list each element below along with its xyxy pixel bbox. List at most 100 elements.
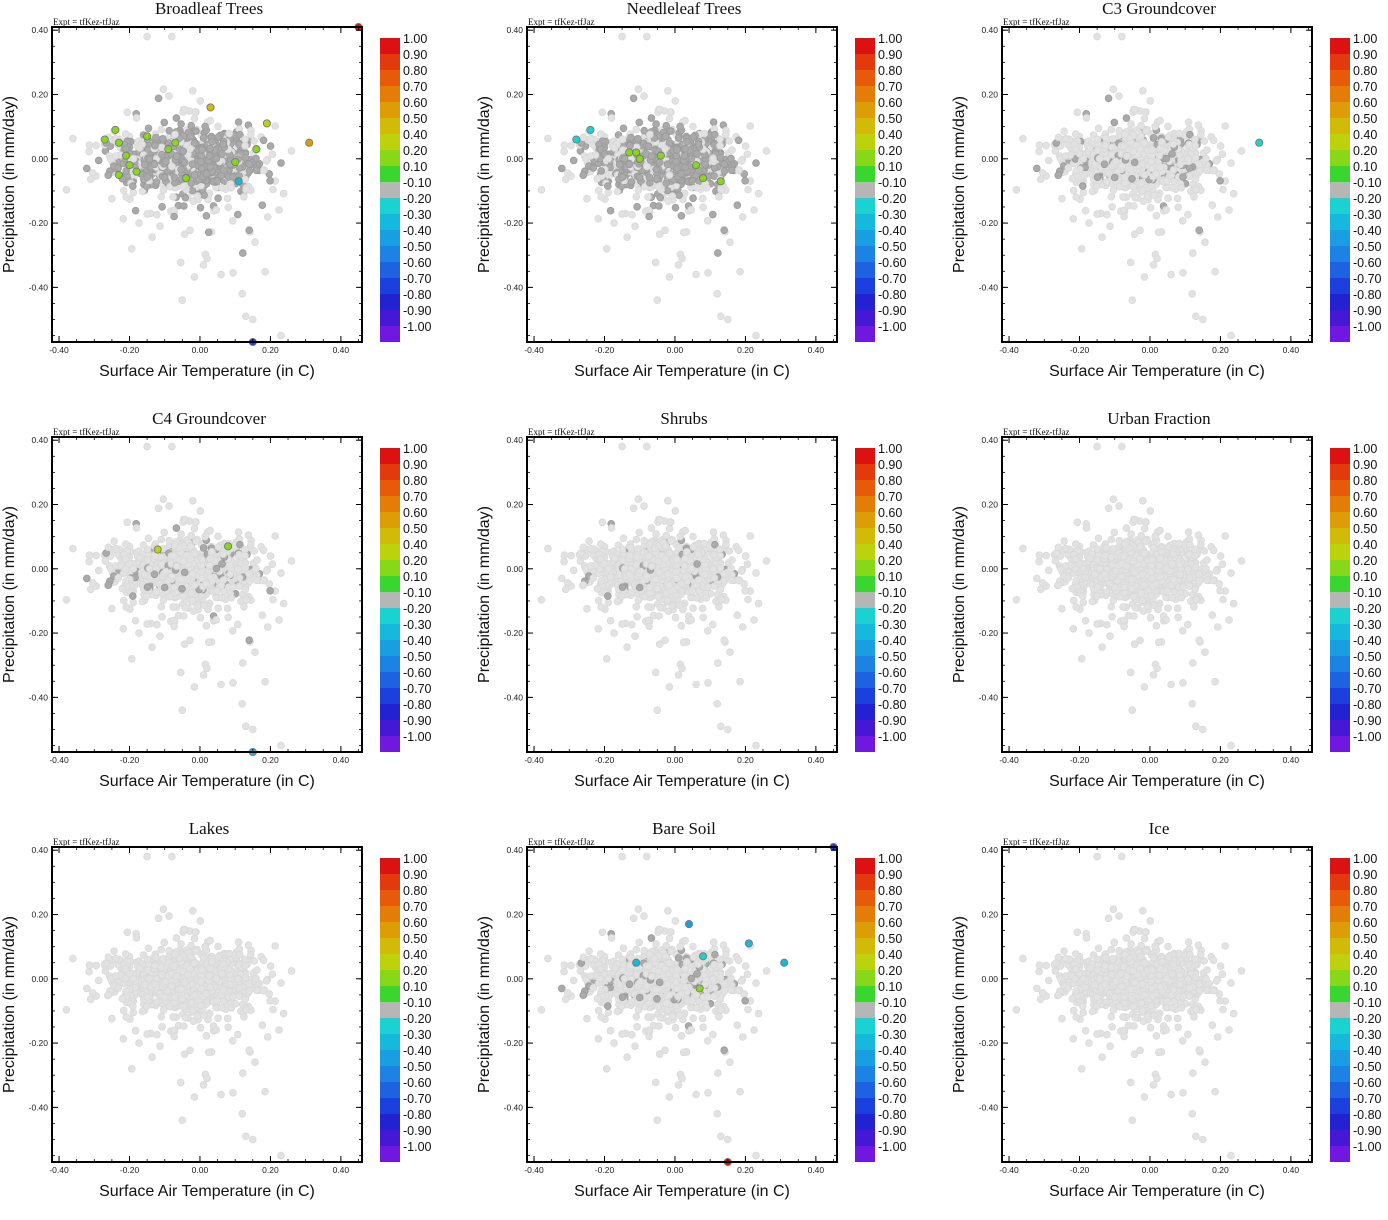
colorbar-label: -0.10 [1353,176,1382,190]
data-point [1115,126,1124,135]
data-point [168,162,176,171]
data-point [251,238,259,247]
data-point [92,141,100,150]
data-point [94,566,103,575]
data-point [1150,191,1158,200]
data-point [1167,270,1175,279]
data-point [181,105,189,114]
data-point [741,177,749,185]
colorbar-swatch [380,512,400,528]
data-point [242,312,250,321]
data-point [664,197,673,206]
data-point [225,129,234,138]
colorbar-label: -1.00 [403,320,432,334]
data-point [1175,129,1184,138]
data-point [1129,182,1138,191]
data-point [1191,142,1199,150]
colorbar: 1.000.900.800.700.600.500.400.200.10-0.1… [380,442,432,752]
data-point [1168,183,1176,192]
data-point [129,182,137,190]
data-point [219,140,228,148]
highlighted-point [121,151,131,160]
data-point [567,141,575,150]
colorbar-label: -0.70 [878,272,907,286]
colorbar-label: 1.00 [878,32,902,46]
data-point [242,722,250,731]
data-point [738,213,747,221]
data-point [166,182,174,191]
data-point [1191,175,1200,184]
colorbar-swatch [855,310,875,326]
data-point [1110,118,1119,127]
data-point [218,593,226,602]
data-point [252,576,261,585]
data-point [238,699,247,708]
data-point [579,171,588,179]
x-tick-label: 0.20 [1212,345,1229,355]
data-point [1012,186,1021,194]
data-point [1120,173,1129,182]
data-point [645,212,653,221]
data-point [664,87,672,95]
data-point [187,179,196,188]
data-point [191,518,200,526]
experiment-label: Expt = tfKez-tfJaz [528,17,595,27]
data-point [700,129,709,138]
colorbar-label: -0.80 [1353,288,1382,302]
data-point [178,706,187,715]
data-point [129,598,138,607]
colorbar-swatch [855,294,875,310]
data-point [181,193,190,202]
data-point [604,154,613,163]
data-point [111,562,120,570]
data-point [620,154,629,163]
data-point [1107,143,1116,152]
highlighted-point [171,138,180,147]
colorbar-label: -0.50 [403,240,432,254]
data-point [187,121,196,130]
colorbar-swatch [1330,310,1350,326]
data-point [1035,141,1044,150]
data-point [1093,135,1102,144]
data-point [123,108,132,117]
data-point [1095,154,1104,163]
chart-title: C3 Groundcover [1102,0,1216,18]
data-point [197,158,205,166]
colorbar-swatch [1330,230,1350,246]
data-point [189,197,198,206]
data-point [135,629,143,637]
data-point [1146,203,1155,212]
data-point [1094,124,1103,133]
colorbar-label: 0.90 [403,48,427,62]
data-point [1068,174,1077,183]
colorbar-label: -0.90 [1353,304,1382,318]
data-point [204,638,213,647]
data-point [180,640,189,649]
highlighted-point [132,167,141,176]
colorbar-label: -0.20 [1353,192,1382,206]
data-point [1208,201,1217,210]
data-point [277,569,285,577]
data-point [180,158,189,167]
data-point [205,562,214,570]
colorbar-label: 0.50 [1353,112,1377,126]
data-point [171,130,179,139]
data-point [680,152,689,160]
data-point [177,120,185,128]
data-point [217,680,225,689]
data-point [709,210,717,219]
data-point [148,643,156,652]
colorbar-label: -0.80 [403,288,432,302]
data-point [1137,132,1145,141]
colorbar-swatch [380,182,400,198]
data-point [69,544,77,553]
data-point [722,130,730,139]
plot-frame [526,26,838,343]
data-point [662,531,671,540]
data-point [560,147,568,156]
x-tick-label: 0.00 [1142,345,1159,355]
data-point [179,592,188,601]
data-point [1152,169,1161,178]
y-tick-label: -0.40 [29,692,49,702]
data-point [234,565,242,573]
